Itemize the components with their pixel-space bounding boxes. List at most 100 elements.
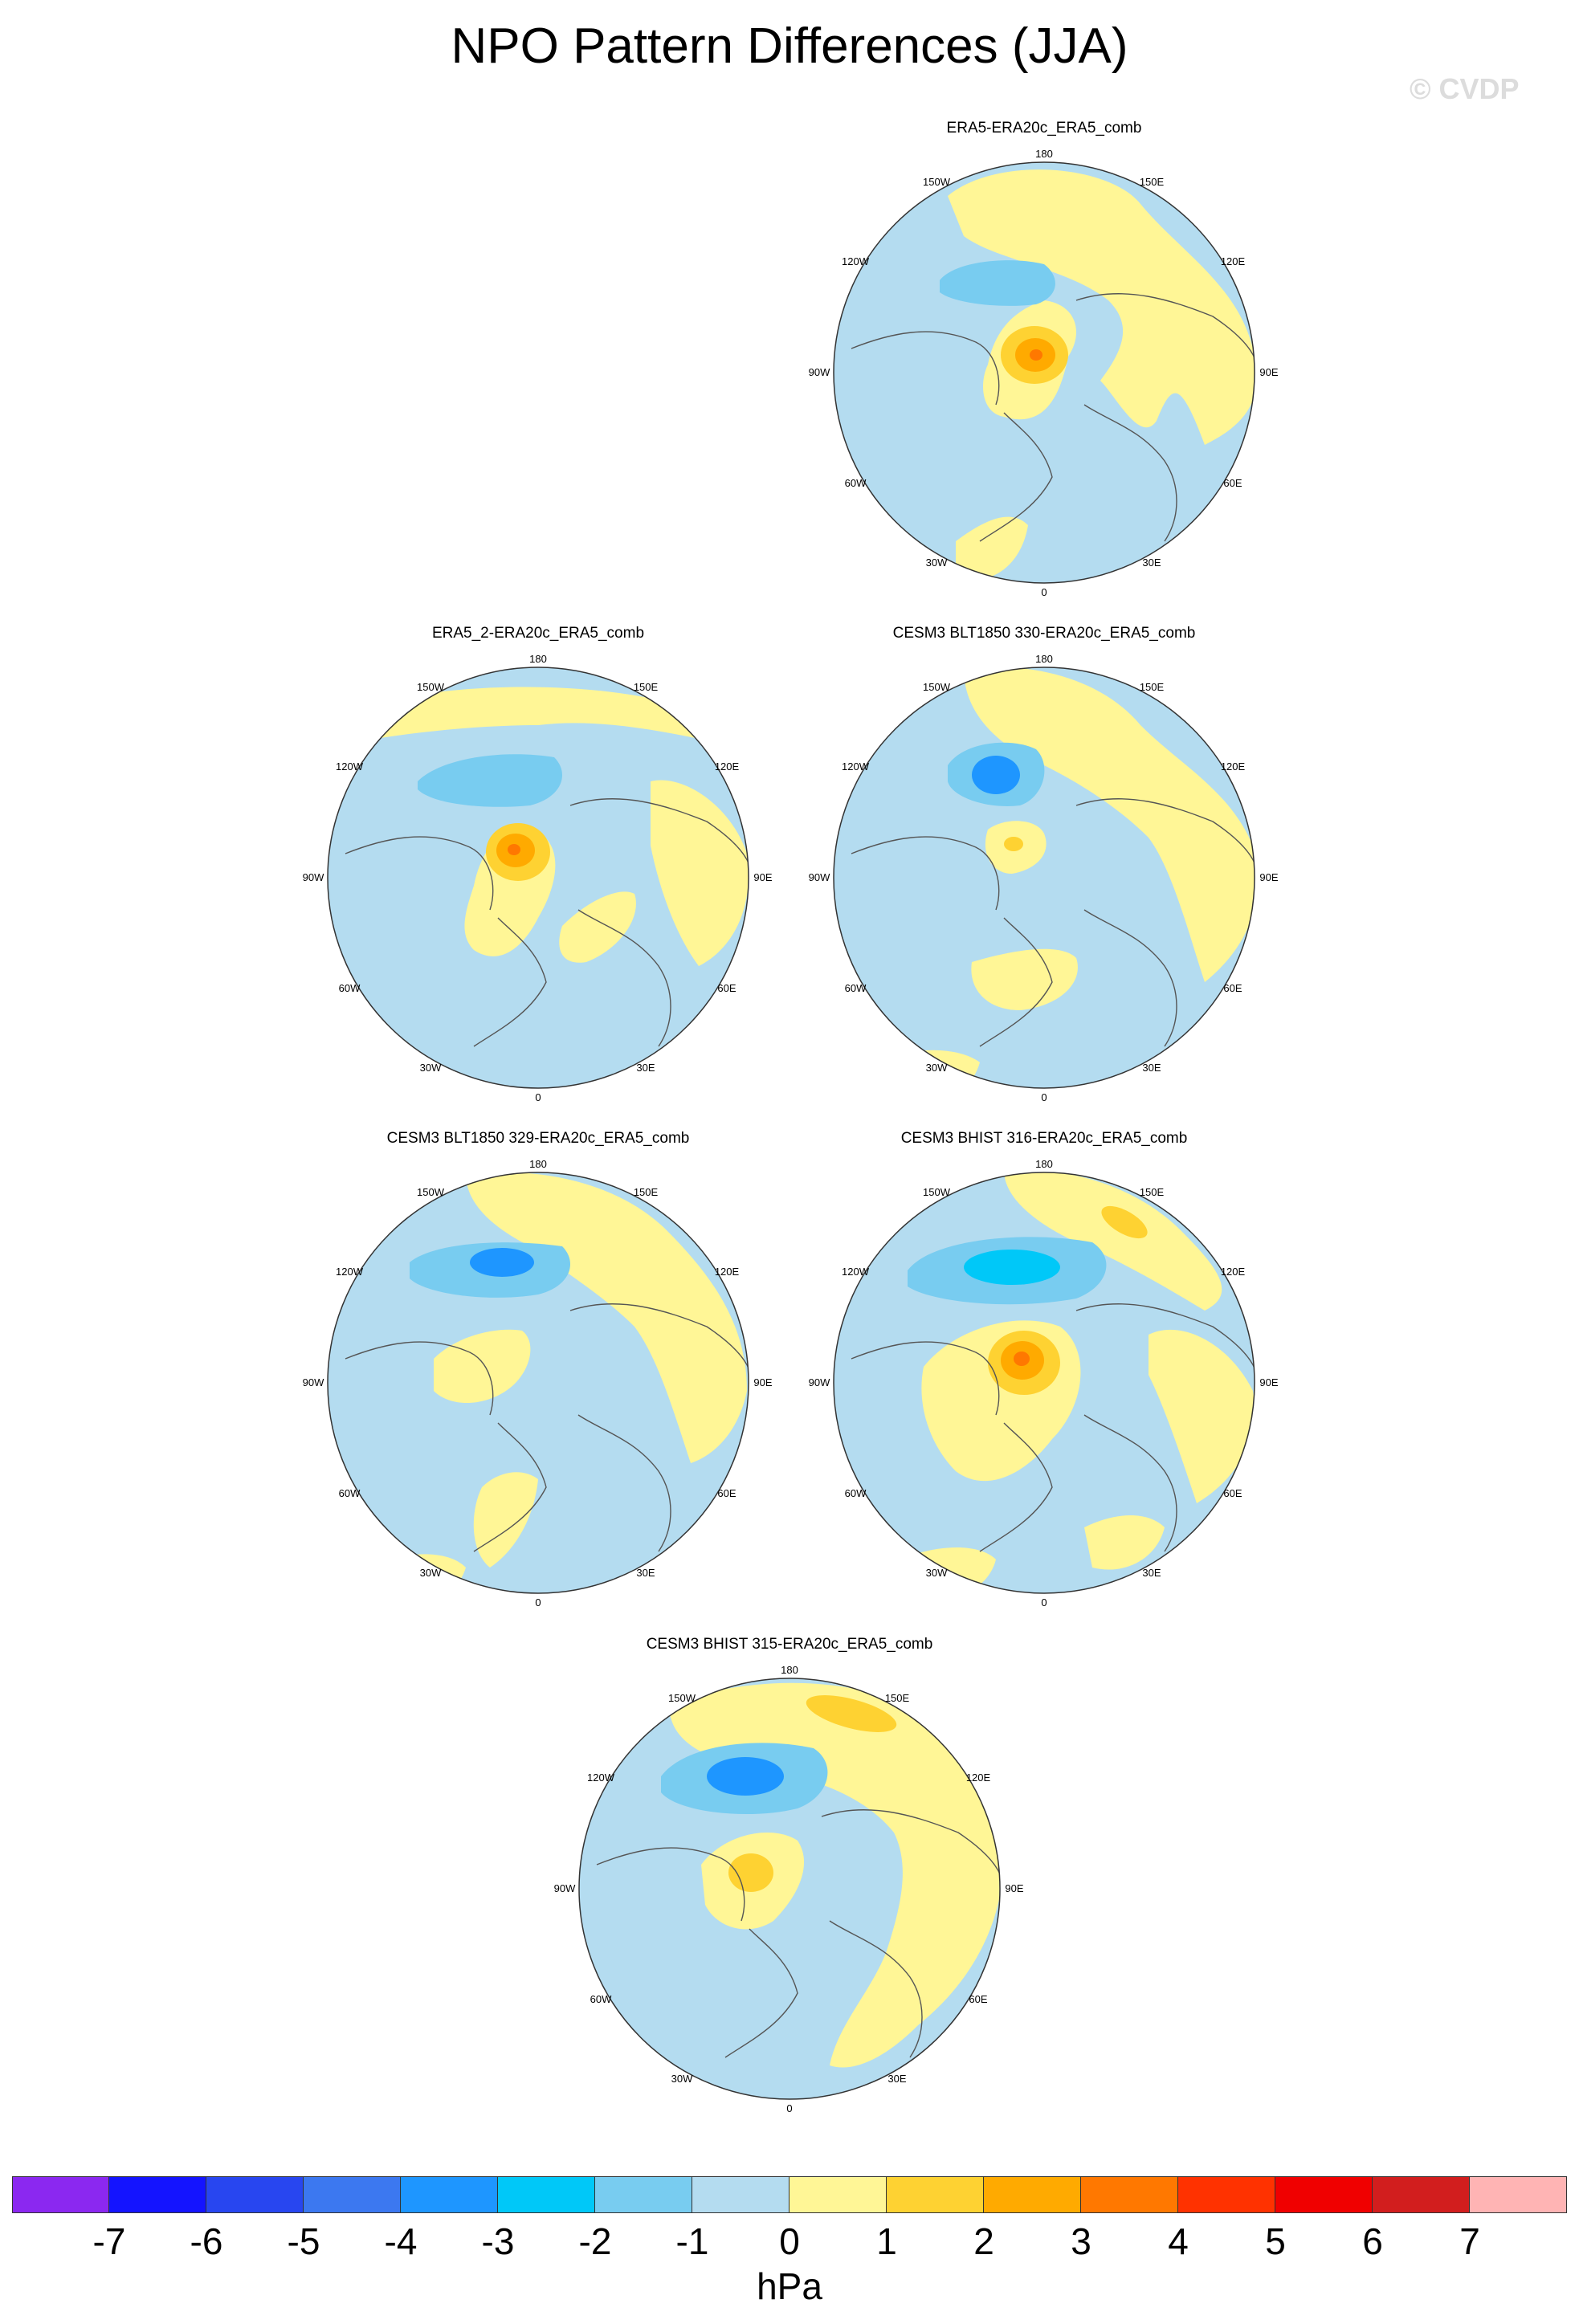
lon-label-120e: 120E xyxy=(1221,255,1246,267)
polar-map: 180 150E 120E 90E 60E 30E 0 30W 60W 90W … xyxy=(303,1158,773,1608)
positive-anomaly-region xyxy=(948,169,1255,445)
lon-label-0: 0 xyxy=(786,2102,792,2114)
watermark: © CVDP xyxy=(1410,72,1520,105)
polar-map: 180 150E 120E 90E 60E 30E 0 30W 60W 90W … xyxy=(809,148,1279,598)
lon-label-30w: 30W xyxy=(926,1567,948,1579)
panel-title: ERA5-ERA20c_ERA5_comb xyxy=(946,120,1142,137)
colorbar-tick-label: 1 xyxy=(876,2220,897,2262)
panel-title: CESM3 BLT1850 330-ERA20c_ERA5_comb xyxy=(892,625,1196,642)
lon-label-90w: 90W xyxy=(554,1882,576,1894)
lon-label-30w: 30W xyxy=(926,557,948,569)
colorbar-tick-label: -2 xyxy=(578,2220,612,2262)
positive-anomaly-region xyxy=(971,948,1078,1010)
lon-label-90e: 90E xyxy=(1259,366,1278,378)
lon-label-0: 0 xyxy=(1041,1596,1047,1608)
anomaly-core-1 xyxy=(728,1853,773,1892)
lon-label-0: 0 xyxy=(1041,586,1047,598)
lon-label-120e: 120E xyxy=(715,760,740,773)
positive-anomaly-region xyxy=(651,780,749,966)
colorbar-units: hPa xyxy=(757,2265,822,2307)
lon-label-150e: 150E xyxy=(1140,681,1165,693)
colorbar-frame xyxy=(12,2176,1567,2213)
lon-label-120e: 120E xyxy=(715,1266,740,1278)
anomaly-core-3 xyxy=(1030,349,1042,361)
colorbar-swatch xyxy=(1178,2176,1275,2213)
colorbar-tick-label: -3 xyxy=(481,2220,515,2262)
map-panel-era5-2: ERA5_2-ERA20c_ERA5_comb 180 150E 120E 90… xyxy=(297,624,779,1138)
lon-label-60e: 60E xyxy=(1223,477,1242,489)
positive-anomaly-region xyxy=(1004,1172,1222,1311)
anomaly-core-positive-upper xyxy=(1101,1205,1148,1239)
colorbar-swatch xyxy=(595,2176,692,2213)
map-boundary xyxy=(833,161,1255,584)
lon-label-30e: 30E xyxy=(636,1062,655,1074)
lon-label-180: 180 xyxy=(1035,148,1053,160)
colorbar-swatch xyxy=(206,2176,304,2213)
lon-label-150e: 150E xyxy=(1140,1186,1165,1198)
lon-label-150w: 150W xyxy=(668,1692,696,1704)
positive-anomaly-region xyxy=(1084,1515,1165,1570)
polar-map: 180 150E 120E 90E 60E 30E 0 30W 60W 90W … xyxy=(554,1664,1024,2114)
lon-label-60w: 60W xyxy=(590,1993,612,2005)
lon-label-120w: 120W xyxy=(336,760,364,773)
colorbar-swatch xyxy=(887,2176,984,2213)
colorbar-tick-label: -7 xyxy=(92,2220,126,2262)
lon-label-180: 180 xyxy=(1035,1158,1053,1170)
coastline xyxy=(345,1303,749,1552)
positive-anomaly-region xyxy=(900,1547,996,1593)
colorbar-swatch xyxy=(498,2176,595,2213)
colorbar-swatch xyxy=(1275,2176,1373,2213)
lon-label-60e: 60E xyxy=(717,982,736,994)
colorbar-tick-label: 5 xyxy=(1265,2220,1286,2262)
map-panel-blt1850-330: CESM3 BLT1850 330-ERA20c_ERA5_comb 180 1… xyxy=(803,624,1285,1138)
positive-anomaly-region xyxy=(964,667,1255,982)
lon-label-120w: 120W xyxy=(842,760,870,773)
panel-title: ERA5_2-ERA20c_ERA5_comb xyxy=(431,625,645,642)
lon-label-90w: 90W xyxy=(809,366,830,378)
lon-label-30e: 30E xyxy=(1142,557,1161,569)
colorbar-swatch xyxy=(984,2176,1081,2213)
positive-anomaly-region xyxy=(669,1682,1000,2068)
lon-label-90w: 90W xyxy=(809,1376,830,1388)
lon-label-90w: 90W xyxy=(809,871,830,883)
lon-label-30e: 30E xyxy=(1142,1567,1161,1579)
panel-title: CESM3 BHIST 315-ERA20c_ERA5_comb xyxy=(646,1636,933,1653)
colorbar-tick-label: 6 xyxy=(1362,2220,1383,2262)
lon-label-60w: 60W xyxy=(845,1487,867,1499)
lon-label-120w: 120W xyxy=(842,255,870,267)
map-boundary xyxy=(833,1172,1255,1594)
lon-label-150w: 150W xyxy=(923,176,951,188)
anomaly-core-1 xyxy=(1004,837,1023,851)
lon-label-60e: 60E xyxy=(1223,982,1242,994)
colorbar-tick-label: 3 xyxy=(1071,2220,1091,2262)
coastline xyxy=(851,798,1255,1047)
map-panel-bhist-316: CESM3 BHIST 316-ERA20c_ERA5_comb 180 150… xyxy=(803,1129,1285,1643)
lon-label-60e: 60E xyxy=(717,1487,736,1499)
colorbar-swatch xyxy=(304,2176,401,2213)
coastline xyxy=(596,1809,1000,2058)
lon-label-180: 180 xyxy=(781,1664,798,1676)
colorbar-swatch xyxy=(790,2176,887,2213)
panel-title: CESM3 BHIST 316-ERA20c_ERA5_comb xyxy=(900,1130,1188,1147)
coastline xyxy=(851,1303,1255,1552)
lon-label-30w: 30W xyxy=(671,2073,693,2085)
positive-anomaly-region xyxy=(1149,1329,1255,1503)
lon-label-90w: 90W xyxy=(303,871,324,883)
colorbar-tick-label: 2 xyxy=(973,2220,994,2262)
lon-label-30e: 30E xyxy=(636,1567,655,1579)
lon-label-90e: 90E xyxy=(753,871,772,883)
lon-label-60e: 60E xyxy=(1223,1487,1242,1499)
lon-label-150w: 150W xyxy=(417,1186,445,1198)
polar-map: 180 150E 120E 90E 60E 30E 0 30W 60W 90W … xyxy=(809,653,1279,1103)
anomaly-core-positive-upper xyxy=(806,1695,897,1732)
colorbar-tick-label: -6 xyxy=(190,2220,223,2262)
negative-anomaly-core xyxy=(972,756,1020,794)
colorbar-tick-label: -4 xyxy=(384,2220,418,2262)
colorbar-tick-label: 0 xyxy=(779,2220,800,2262)
colorbar-swatch xyxy=(1373,2176,1470,2213)
colorbar-swatch xyxy=(401,2176,498,2213)
map-boundary xyxy=(327,1172,749,1594)
colorbar-swatch xyxy=(1081,2176,1178,2213)
lon-label-0: 0 xyxy=(1041,1091,1047,1103)
positive-anomaly-region xyxy=(559,891,636,963)
